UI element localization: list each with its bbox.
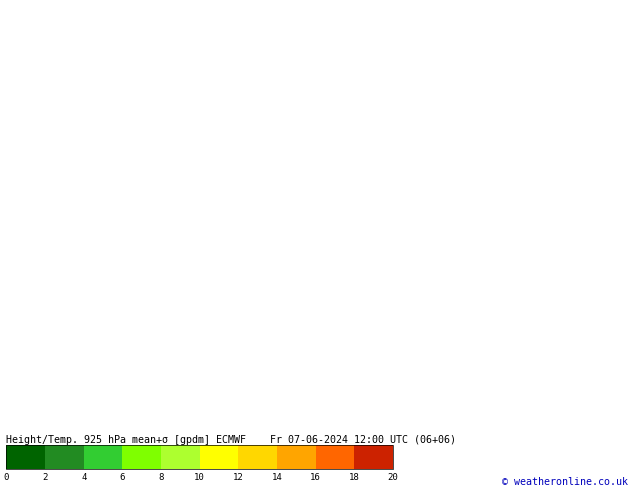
Bar bbox=[161, 445, 200, 468]
Text: 12: 12 bbox=[233, 473, 243, 482]
Text: 18: 18 bbox=[349, 473, 359, 482]
Text: Height/Temp. 925 hPa mean+σ [gpdm] ECMWF    Fr 07-06-2024 12:00 UTC (06+06): Height/Temp. 925 hPa mean+σ [gpdm] ECMWF… bbox=[6, 435, 456, 445]
Text: 8: 8 bbox=[158, 473, 164, 482]
Bar bbox=[354, 445, 393, 468]
Text: 4: 4 bbox=[81, 473, 86, 482]
Bar bbox=[6, 445, 393, 468]
Text: 10: 10 bbox=[195, 473, 205, 482]
Bar bbox=[238, 445, 277, 468]
Bar bbox=[122, 445, 161, 468]
Bar bbox=[277, 445, 316, 468]
Text: 16: 16 bbox=[311, 473, 321, 482]
Text: 14: 14 bbox=[272, 473, 282, 482]
Text: 6: 6 bbox=[120, 473, 125, 482]
Text: 0: 0 bbox=[4, 473, 9, 482]
Bar bbox=[45, 445, 84, 468]
Text: 2: 2 bbox=[42, 473, 48, 482]
Bar bbox=[316, 445, 354, 468]
Text: © weatheronline.co.uk: © weatheronline.co.uk bbox=[501, 477, 628, 487]
Bar bbox=[6, 445, 45, 468]
Bar bbox=[200, 445, 238, 468]
Text: 20: 20 bbox=[388, 473, 398, 482]
Bar bbox=[84, 445, 122, 468]
